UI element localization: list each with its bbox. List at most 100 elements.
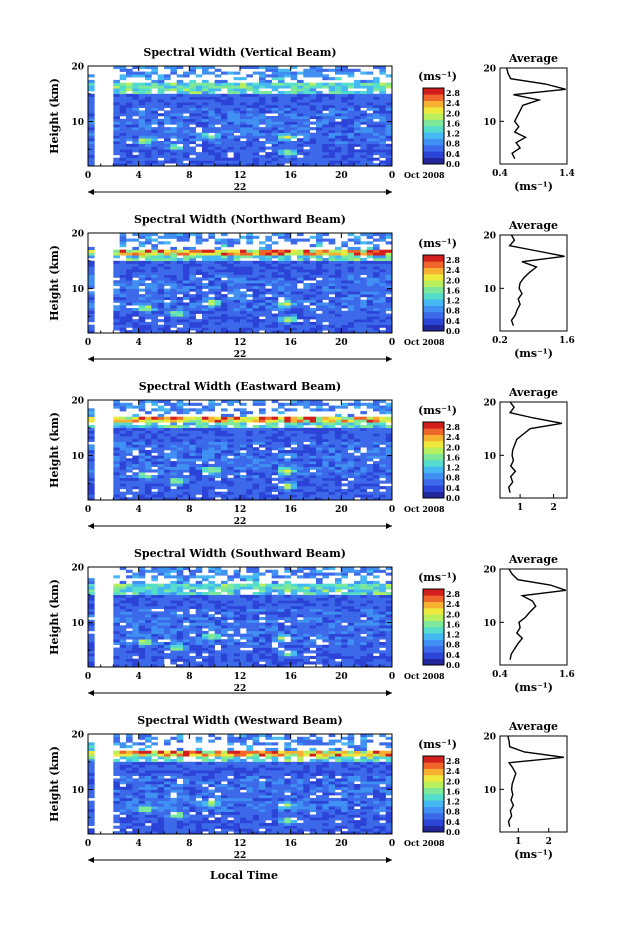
heatmap-cell: [214, 249, 222, 253]
heatmap-cell: [145, 321, 152, 325]
heatmap-cell: [151, 269, 158, 273]
colorbar-segment: [423, 145, 444, 152]
heatmap-cell: [360, 486, 367, 490]
heatmap-cell: [208, 118, 215, 122]
heatmap-cell: [189, 138, 196, 142]
heatmap-cell: [240, 102, 247, 106]
heatmap-cell: [316, 316, 323, 320]
heatmap-cell: [284, 283, 291, 287]
heatmap-cell: [132, 633, 139, 637]
heatmap-cell: [208, 450, 215, 454]
heatmap-cell: [202, 617, 209, 621]
heatmap-cell: [170, 483, 177, 487]
heatmap-cell: [360, 163, 367, 167]
heatmap-cell: [227, 419, 234, 423]
heatmap-cell: [360, 402, 367, 406]
heatmap-cell: [385, 447, 393, 451]
heatmap-cell: [360, 441, 367, 445]
heatmap-cell: [233, 269, 241, 273]
heatmap-cell: [297, 436, 304, 440]
heatmap-cell: [113, 422, 120, 426]
heatmap-cell: [290, 477, 298, 481]
heatmap-cell: [189, 93, 196, 97]
heatmap-cell: [335, 288, 342, 292]
heatmap-cell: [373, 263, 380, 267]
heatmap-cell: [183, 639, 190, 643]
heatmap-cell: [316, 330, 323, 334]
heatmap-cell: [278, 82, 285, 86]
heatmap-cell: [309, 154, 317, 158]
heatmap-cell: [113, 313, 120, 317]
heatmap-cell: [252, 463, 260, 467]
heatmap-cell: [322, 135, 329, 139]
heatmap-cell: [138, 274, 146, 278]
heatmap-cell: [195, 438, 203, 442]
heatmap-cell: [297, 497, 304, 501]
heatmap-cell: [170, 650, 177, 654]
heatmap-cell: [335, 285, 342, 289]
heatmap-cell: [164, 469, 171, 473]
heatmap-cell: [379, 135, 386, 139]
heatmap-cell: [252, 104, 260, 108]
heatmap-cell: [379, 260, 386, 264]
heatmap-cell: [189, 614, 196, 618]
heatmap-cell: [151, 146, 158, 150]
heatmap-cell: [170, 636, 177, 640]
heatmap-cell: [379, 400, 386, 404]
heatmap-cell: [208, 274, 215, 278]
heatmap-cell: [195, 425, 203, 429]
heatmap-cell: [145, 102, 152, 106]
heatmap-cell: [373, 480, 380, 484]
heatmap-cell: [183, 316, 190, 320]
heatmap-cell: [151, 85, 158, 89]
heatmap-cell: [322, 271, 329, 275]
heatmap-cell: [145, 285, 152, 289]
heatmap-cell: [164, 152, 171, 156]
heatmap-cell: [189, 475, 196, 479]
heatmap-cell: [119, 141, 127, 145]
heatmap-cell: [126, 124, 133, 128]
heatmap-cell: [189, 299, 196, 303]
heatmap-cell: [113, 636, 120, 640]
heatmap-cell: [189, 246, 196, 250]
heatmap-cell: [309, 269, 317, 273]
heatmap-cell: [290, 99, 298, 103]
heatmap-cell: [195, 96, 203, 100]
heatmap-cell: [252, 288, 260, 292]
heatmap-cell: [113, 113, 120, 117]
heatmap-cell: [88, 586, 95, 590]
heatmap-cell: [176, 617, 184, 621]
heatmap-cell: [341, 277, 348, 281]
heatmap-cell: [341, 118, 348, 122]
heatmap-cell: [113, 592, 120, 596]
average-x-tick-label: 0.2: [492, 336, 508, 346]
heatmap-cell: [227, 258, 234, 262]
heatmap-cell: [119, 469, 127, 473]
heatmap-cell: [360, 491, 367, 495]
heatmap-cell: [195, 260, 203, 264]
heatmap-cell: [341, 494, 348, 498]
heatmap-cell: [132, 66, 139, 70]
heatmap-cell: [195, 154, 203, 158]
heatmap-cell: [246, 127, 253, 131]
heatmap-cell: [221, 321, 228, 325]
heatmap-cell: [189, 488, 196, 492]
heatmap-cell: [271, 107, 279, 111]
heatmap-cell: [233, 263, 241, 267]
heatmap-cell: [145, 594, 152, 598]
heatmap-cell: [246, 444, 253, 448]
heatmap-cell: [151, 567, 158, 571]
heatmap-cell: [138, 93, 146, 97]
heatmap-cell: [354, 313, 361, 317]
heatmap-cell: [113, 438, 120, 442]
heatmap-cell: [176, 639, 184, 643]
heatmap-cell: [208, 85, 215, 89]
heatmap-cell: [145, 608, 152, 612]
heatmap-cell: [183, 310, 190, 314]
heatmap-cell: [189, 321, 196, 325]
heatmap-cell: [183, 580, 190, 584]
heatmap-cell: [259, 96, 266, 100]
heatmap-cell: [208, 430, 215, 434]
heatmap-cell: [189, 110, 196, 114]
heatmap-cell: [366, 99, 374, 103]
